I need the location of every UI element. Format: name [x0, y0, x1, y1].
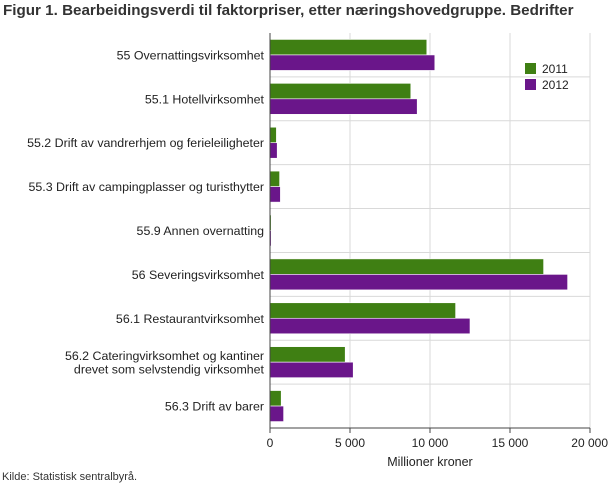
bar-2011 [269, 83, 412, 100]
category-label: 55.9 Annen overnatting [137, 224, 265, 238]
chart-title: Figur 1. Bearbeidingsverdi til faktorpri… [3, 2, 574, 19]
bar-2011 [269, 126, 277, 144]
bar-2012 [269, 54, 436, 71]
x-tick-label: 20 000 [571, 436, 608, 450]
bar-2012 [269, 186, 281, 203]
bar-2011 [269, 258, 544, 275]
category-label: 55.3 Drift av campingplasser og turisthy… [28, 180, 264, 194]
bar-2011 [269, 390, 282, 407]
source-note: Kilde: Statistisk sentralbyrå. [2, 471, 138, 483]
x-tick-label: 10 000 [412, 436, 449, 450]
x-axis-title: Millioner kroner [387, 455, 472, 469]
legend-label-2011: 2011 [542, 62, 568, 76]
x-axis: 0 5 000 10 000 15 000 20 000 Millioner kroner [267, 33, 608, 469]
legend: 2011 2012 [525, 62, 569, 92]
bar-layer [269, 39, 568, 422]
x-tick-label: 15 000 [492, 436, 529, 450]
category-label: 55 Overnattingsvirksomhet [117, 48, 265, 62]
x-tick-label: 5 000 [335, 436, 365, 450]
grid-layer [270, 33, 591, 428]
x-tick-label: 0 [267, 436, 274, 450]
legend-swatch-2011 [525, 63, 536, 74]
bar-2012 [269, 361, 354, 378]
category-label: 56.1 Restaurantvirksomhet [116, 312, 265, 326]
legend-label-2012: 2012 [542, 78, 569, 92]
bar-2011 [269, 170, 280, 187]
category-label: drevet som selvstendig virksomhet [74, 362, 265, 376]
bar-2011 [269, 39, 428, 56]
bar-2011 [269, 302, 456, 319]
bar-2012 [269, 405, 284, 422]
legend-swatch-2012 [525, 79, 536, 90]
bar-2012 [269, 274, 568, 291]
bar-2011 [269, 346, 346, 363]
category-label: 56 Severingsvirksomhet [132, 268, 265, 282]
category-label: 56.3 Drift av barer [165, 400, 264, 414]
bar-2012 [269, 142, 278, 159]
bar-2012 [269, 317, 471, 335]
category-label: 55.1 Hotellvirksomhet [145, 92, 265, 106]
category-label: 56.2 Cateringvirksomhet og kantiner [65, 349, 264, 363]
category-label: 55.2 Drift av vandrerhjem og ferieleilig… [27, 136, 264, 150]
category-labels: 55 Overnattingsvirksomhet 55.1 Hotellvirk… [27, 48, 264, 413]
bar-2012 [269, 98, 418, 115]
